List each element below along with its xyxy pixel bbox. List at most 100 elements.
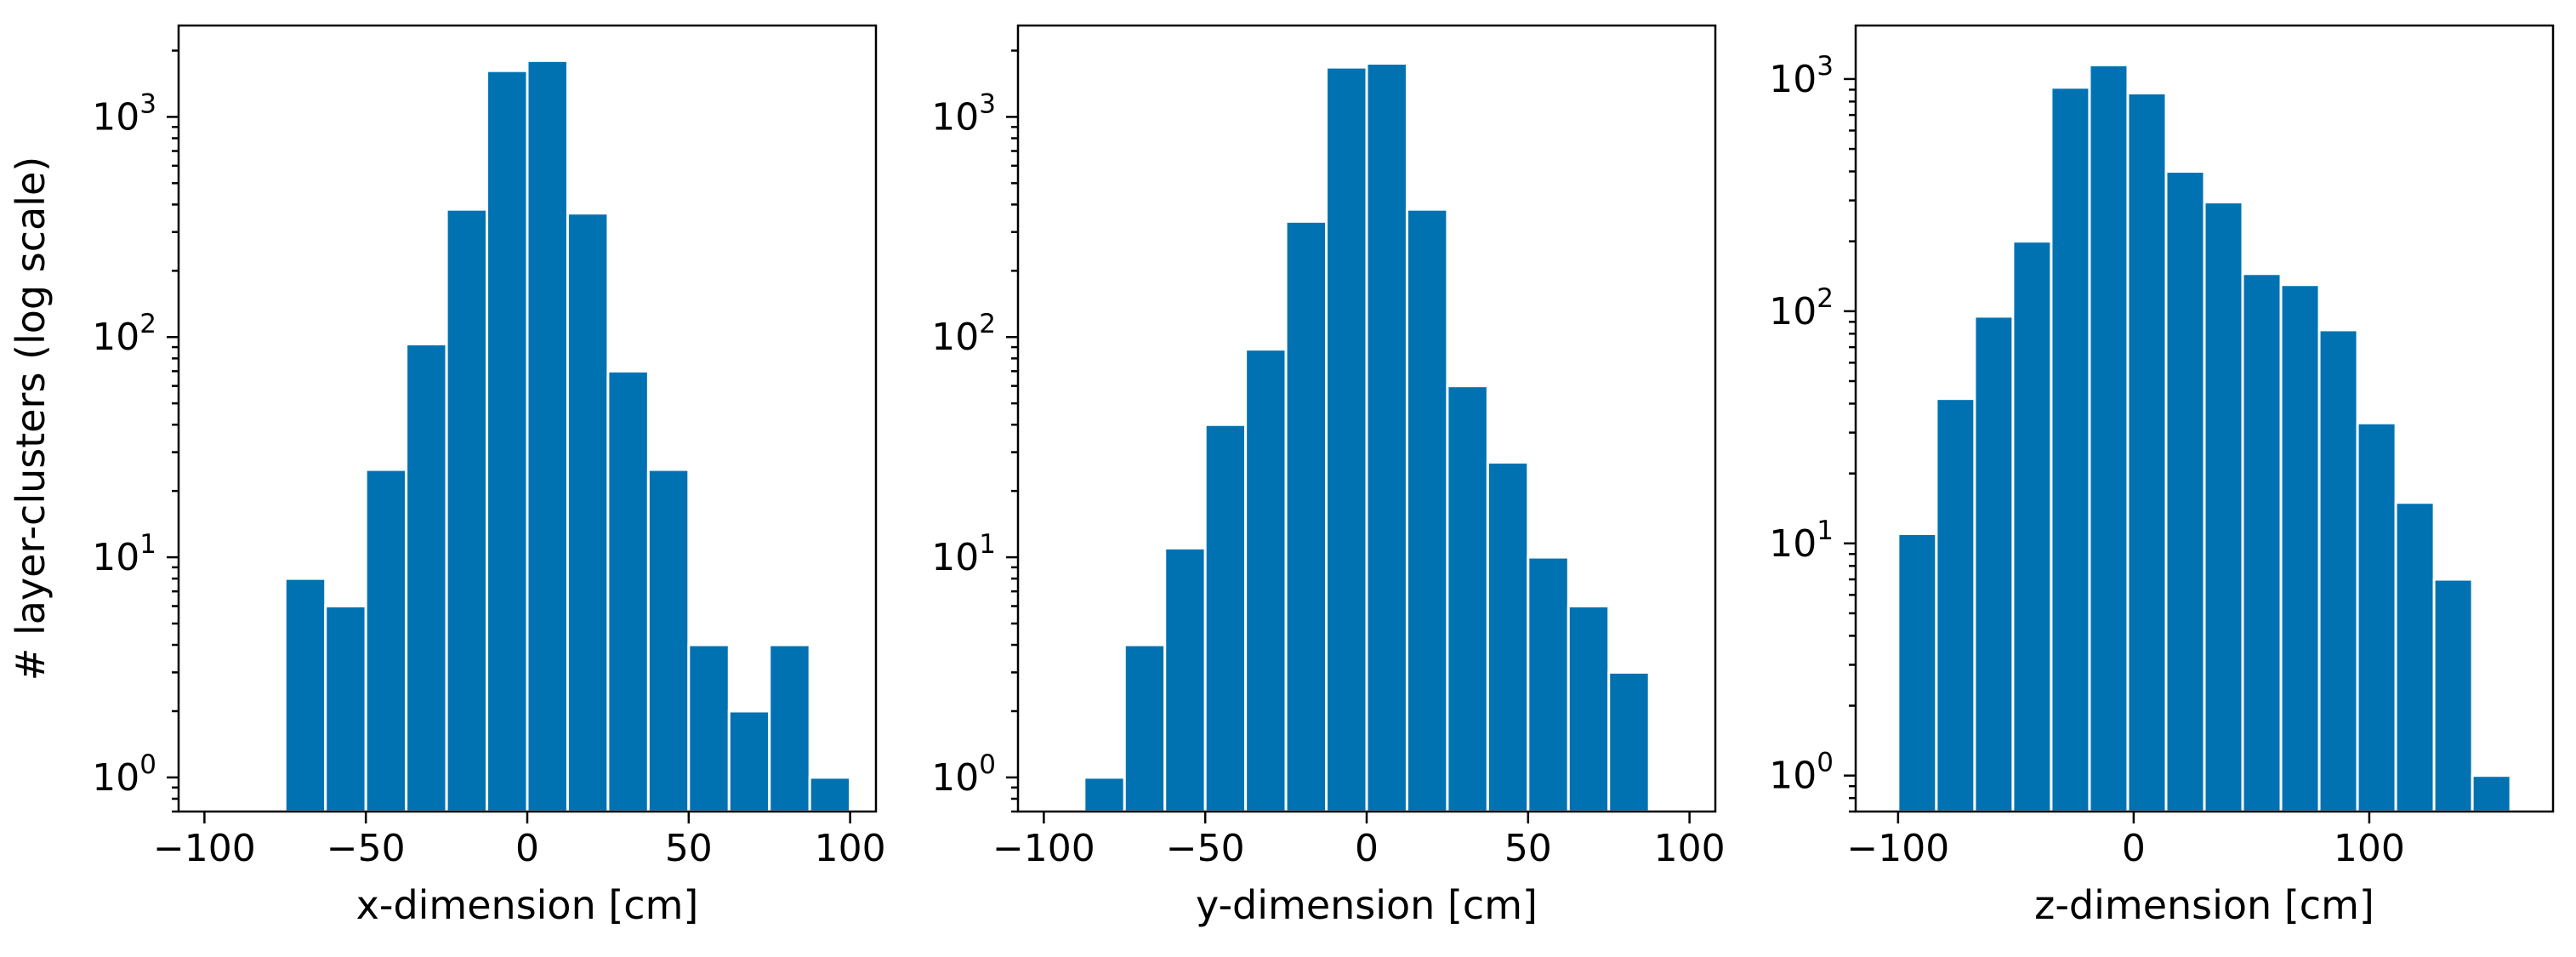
x-dim-y-tick-label-2: 102	[92, 309, 156, 359]
y-dim-bar-7	[1365, 62, 1408, 813]
x-dim-bar-9	[646, 468, 691, 813]
x-dim-y-tick-exponent-2: 2	[139, 309, 156, 339]
z-dim-y-tick-base-0: 10	[1769, 755, 1817, 798]
z-dim-bar-9	[2241, 272, 2283, 813]
z-dim-bar-7	[2164, 170, 2206, 813]
y-dim-y-tick-base-2: 10	[931, 316, 979, 359]
z-dim-bar-2	[1973, 315, 2015, 813]
x-dim-bar-7	[566, 212, 610, 813]
y-dim-y-tick-label-3: 103	[931, 88, 996, 139]
x-dim-y-tick-base-1: 10	[92, 536, 139, 579]
y-dim-y-tick-base-3: 10	[931, 95, 979, 139]
x-dim-bar-1	[324, 604, 367, 813]
y-dim-bar-0	[1083, 776, 1126, 813]
z-dim-bar-15	[2471, 774, 2512, 813]
y-dim-x-tick-label-3: 50	[1504, 827, 1552, 870]
y-dim-y-tick-label-2: 102	[931, 309, 996, 359]
z-dim-y-tick-label-2: 102	[1769, 283, 1834, 333]
x-dim-bar-6	[526, 59, 569, 813]
y-dim-y-tick-label-0: 100	[931, 749, 996, 800]
x-dim-bar-3	[405, 342, 448, 813]
z-dim-bar-1	[1935, 397, 1976, 813]
x-dim-bar-4	[445, 208, 489, 813]
y-dim-bar-2	[1163, 546, 1207, 813]
x-dim-x-tick-label-0: −100	[153, 827, 256, 870]
z-dim-axes-frame	[1854, 24, 2555, 813]
x-dim-x-tick-label-2: 0	[515, 827, 539, 870]
x-dim-bar-8	[606, 369, 650, 813]
x-dim-bar-5	[486, 69, 529, 813]
z-dim-bar-6	[2126, 91, 2168, 813]
z-dim-bar-12	[2356, 421, 2397, 813]
y-dim-bar-11	[1527, 555, 1570, 813]
x-dim-y-tick-label-3: 103	[92, 88, 156, 139]
z-dim-y-tick-exponent-2: 2	[1817, 283, 1834, 314]
z-dim-y-tick-exponent-3: 3	[1817, 51, 1834, 82]
x-dim-x-tick-label-4: 100	[815, 827, 886, 870]
z-dim-y-tick-label-0: 100	[1769, 748, 1834, 798]
y-dim-x-tick-label-0: −100	[992, 827, 1095, 870]
y-dim-y-tick-base-1: 10	[931, 536, 979, 579]
z-dim-y-tick-label-3: 103	[1769, 51, 1834, 101]
z-dim-y-tick-base-1: 10	[1769, 522, 1817, 566]
z-dim-bar-4	[2050, 86, 2091, 813]
y-dim-y-tick-exponent-1: 1	[979, 529, 996, 560]
x-dim-bar-10	[687, 643, 731, 813]
z-dim-x-tick-label-0: −100	[1846, 827, 1949, 870]
z-dim-x-axis-label: z-dimension [cm]	[2034, 882, 2374, 928]
z-dim-bar-11	[2317, 328, 2359, 813]
y-dim-bar-12	[1567, 604, 1611, 813]
x-dim-bar-13	[808, 776, 852, 813]
x-dim-y-tick-label-1: 101	[92, 529, 156, 579]
z-dim-bar-3	[2011, 240, 2053, 813]
x-dim-x-tick-label-1: −50	[327, 827, 406, 870]
x-dim-bar-12	[768, 643, 811, 813]
x-dim-y-tick-label-0: 100	[92, 749, 156, 800]
z-dim-bar-13	[2394, 501, 2436, 813]
z-dim-y-tick-base-3: 10	[1769, 58, 1817, 101]
x-dim-bar-2	[364, 468, 408, 813]
y-dim-x-tick-label-1: −50	[1166, 827, 1245, 870]
y-dim-bar-3	[1203, 423, 1248, 813]
shared-y-axis-label: # layer-clusters (log scale)	[8, 157, 54, 681]
y-dim-bar-13	[1607, 670, 1651, 813]
z-dim-y-tick-label-1: 101	[1769, 516, 1834, 566]
x-dim-y-tick-exponent-1: 1	[139, 529, 156, 560]
z-dim-y-tick-base-2: 10	[1769, 290, 1817, 333]
y-dim-bar-8	[1405, 208, 1449, 813]
z-dim-bar-10	[2279, 283, 2321, 813]
y-dim-y-tick-base-0: 10	[931, 756, 979, 800]
z-dim-bar-14	[2432, 578, 2474, 813]
y-dim-x-tick-label-4: 100	[1654, 827, 1726, 870]
x-dim-y-tick-base-2: 10	[92, 316, 139, 359]
x-dim-y-tick-exponent-3: 3	[139, 88, 156, 119]
x-dim-y-tick-base-0: 10	[92, 756, 139, 800]
y-dim-bar-4	[1244, 348, 1288, 813]
y-dim-y-tick-exponent-3: 3	[979, 88, 996, 119]
z-dim-y-tick-exponent-0: 0	[1817, 748, 1834, 778]
y-dim-y-tick-exponent-2: 2	[979, 309, 996, 339]
x-dim-x-tick-label-3: 50	[665, 827, 713, 870]
x-dim-y-tick-base-3: 10	[92, 95, 139, 139]
z-dim-x-tick-label-1: 0	[2122, 827, 2146, 870]
x-dim-bar-0	[283, 577, 327, 813]
y-dim-x-axis-label: y-dimension [cm]	[1196, 882, 1538, 928]
z-dim-bar-8	[2203, 201, 2244, 813]
x-dim-y-tick-exponent-0: 0	[139, 749, 156, 780]
z-dim-x-tick-label-2: 100	[2334, 827, 2405, 870]
z-dim-y-tick-exponent-1: 1	[1817, 516, 1834, 546]
z-dim-bar-0	[1896, 532, 1938, 813]
x-dim-bar-11	[727, 709, 771, 813]
y-dim-bar-5	[1284, 219, 1328, 813]
y-dim-bar-6	[1325, 66, 1368, 813]
y-dim-bar-1	[1123, 643, 1167, 813]
y-dim-bar-10	[1486, 460, 1530, 813]
z-dim-bar-5	[2088, 63, 2130, 813]
x-dim-x-axis-label: x-dimension [cm]	[356, 882, 699, 928]
y-dim-x-tick-label-2: 0	[1355, 827, 1379, 870]
y-dim-bar-9	[1446, 385, 1489, 813]
